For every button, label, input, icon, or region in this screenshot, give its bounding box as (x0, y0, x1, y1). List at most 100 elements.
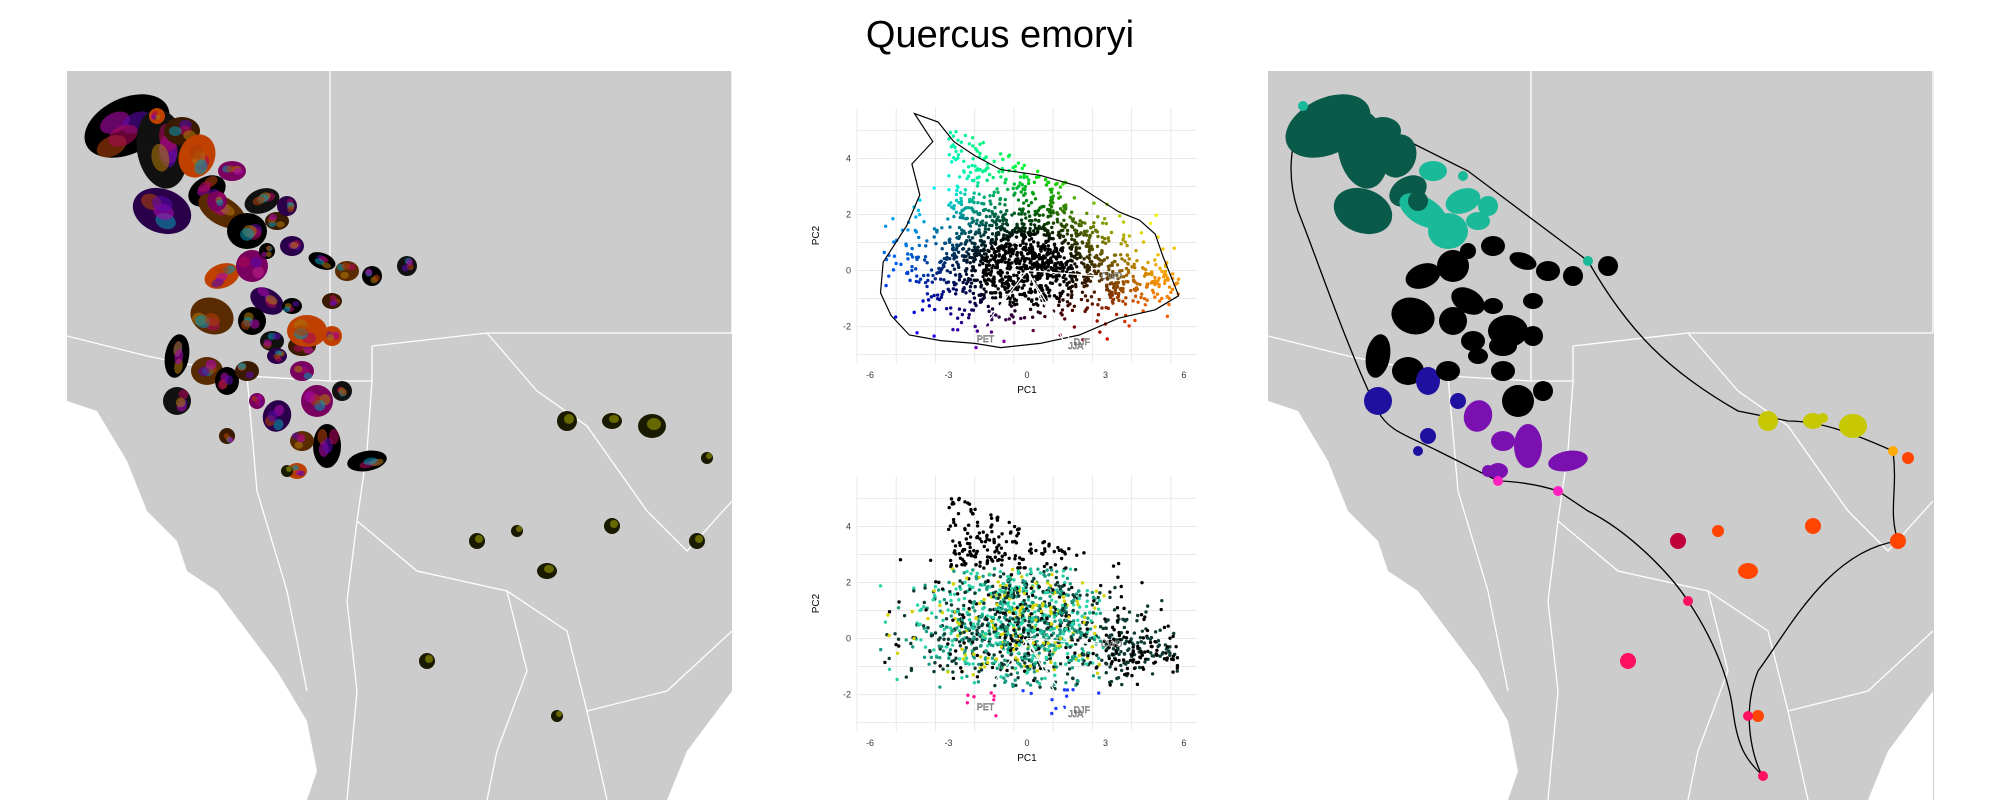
pca-point (993, 623, 998, 627)
pca-point (1072, 304, 1077, 308)
pca-point (1009, 590, 1014, 594)
pca-point (1022, 172, 1026, 177)
pca-point (966, 316, 971, 320)
pca-point (991, 247, 996, 251)
pca-point (1097, 279, 1102, 283)
pca-point (957, 541, 962, 545)
pca-point (1122, 652, 1127, 656)
pca-point (895, 677, 899, 682)
right-map-border (1447, 375, 1509, 692)
pca-point (944, 617, 949, 621)
pca-point (1070, 585, 1074, 590)
pca-point (1030, 593, 1035, 598)
pca-point (993, 296, 998, 300)
pca-point (994, 657, 999, 661)
pca-point (1021, 269, 1025, 273)
pca-point (973, 507, 977, 512)
pca-point (1035, 627, 1040, 632)
right-range-patch (1436, 361, 1460, 381)
pca-point (980, 539, 984, 544)
pca-point (999, 175, 1003, 179)
pca-point (1029, 586, 1034, 590)
left-range-patch-tint (314, 258, 325, 265)
pca-point (923, 586, 927, 590)
pca-point (1089, 245, 1094, 249)
pca-point (1073, 651, 1077, 655)
pca-point (979, 655, 983, 659)
pca-point (971, 568, 975, 572)
pca-point (1168, 653, 1172, 658)
pca-point (932, 593, 937, 598)
pca-point (949, 306, 953, 310)
pca-point (976, 248, 980, 253)
pca-point (1131, 274, 1135, 279)
pca-point (1044, 656, 1049, 661)
pca-point (947, 505, 951, 510)
pca-point (1045, 627, 1049, 631)
left-range-patch-tint (340, 271, 349, 279)
left-range-patch-tint (329, 295, 337, 301)
pca-point (946, 637, 951, 641)
pca-point (1077, 653, 1082, 658)
left-range-patch-tint (261, 251, 267, 258)
pca-point (1009, 586, 1014, 591)
pca-point (938, 260, 942, 264)
pca-point (1150, 672, 1155, 676)
pca-point (1019, 251, 1023, 255)
pca-point (977, 531, 982, 535)
pca-point (1041, 213, 1045, 217)
pca-point (1048, 609, 1053, 613)
left-range-patch (207, 191, 227, 211)
left-range-patch-tint (224, 375, 234, 385)
pca-point (1156, 644, 1160, 649)
pca-point (971, 512, 975, 516)
pca-point (950, 609, 955, 613)
pca-point (1082, 621, 1086, 625)
left-range-patch-tint (227, 437, 234, 443)
pca-point (1155, 292, 1160, 296)
right-range-patch (1491, 431, 1515, 451)
pca-point (990, 584, 995, 589)
pca-point (1000, 654, 1004, 658)
pca-point (1117, 630, 1121, 635)
pca-point (935, 230, 939, 234)
pca-point (1135, 619, 1139, 623)
left-range-patch-tint (647, 418, 661, 430)
right-range-patch (1478, 196, 1498, 216)
pca-point (1108, 590, 1112, 594)
pca-point (1022, 279, 1026, 284)
left-range-patch (190, 297, 234, 335)
pca-point (951, 539, 955, 543)
pca-point (995, 545, 999, 550)
pca-point (1113, 585, 1117, 590)
pca-point (986, 660, 990, 665)
pca-point (1030, 255, 1035, 259)
pca-point (1067, 587, 1071, 592)
right-range-patch (1391, 297, 1435, 335)
pca-point (921, 299, 925, 303)
pca-point (1096, 595, 1100, 600)
pca-point (1028, 667, 1032, 671)
pca-point (1162, 657, 1167, 661)
pca-point (957, 598, 961, 602)
pca-point (1111, 269, 1115, 274)
pca-point (1133, 294, 1138, 298)
pca-point (1006, 251, 1011, 255)
pca-point (1033, 610, 1037, 614)
pca-point (929, 634, 934, 638)
pca-point (962, 159, 966, 163)
pca-point (1103, 626, 1108, 630)
pca-point (946, 608, 950, 612)
right-range-patch (1450, 393, 1466, 409)
pca-point (942, 627, 946, 632)
pca-point (988, 199, 992, 203)
pca-point (1143, 657, 1148, 662)
pca-point (883, 620, 888, 624)
pca-point (932, 235, 936, 239)
pca-loading-label: CWD (1101, 271, 1123, 281)
pca-point (1067, 547, 1071, 551)
pca-point (978, 564, 982, 568)
right-range-patch (1451, 287, 1485, 315)
pca-point (984, 586, 989, 591)
pca-point (1050, 711, 1054, 716)
